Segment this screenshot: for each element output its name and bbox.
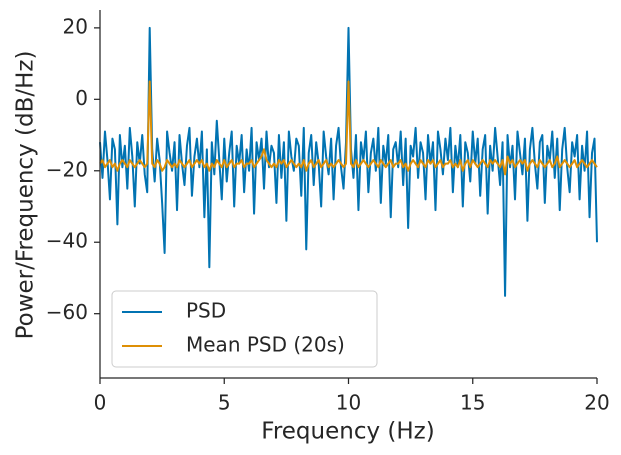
x-tick-label: 0 bbox=[94, 391, 107, 415]
legend-label: PSD bbox=[186, 299, 226, 323]
y-tick-label: 0 bbox=[75, 86, 88, 110]
x-tick-label: 20 bbox=[584, 391, 609, 415]
legend-label: Mean PSD (20s) bbox=[186, 333, 345, 357]
y-tick-label: −60 bbox=[46, 300, 88, 324]
series-line bbox=[99, 80, 598, 176]
y-axis-label: Power/Frequency (dB/Hz) bbox=[13, 51, 39, 340]
series-line bbox=[99, 26, 598, 297]
x-tick-label: 15 bbox=[460, 391, 485, 415]
x-tick-label: 5 bbox=[218, 391, 231, 415]
x-axis-label: Frequency (Hz) bbox=[261, 419, 434, 445]
x-tick-label: 10 bbox=[336, 391, 361, 415]
y-tick-label: −20 bbox=[46, 157, 88, 181]
legend-box bbox=[111, 290, 378, 368]
y-tick-label: 20 bbox=[63, 14, 88, 38]
y-tick-label: −40 bbox=[46, 229, 88, 253]
